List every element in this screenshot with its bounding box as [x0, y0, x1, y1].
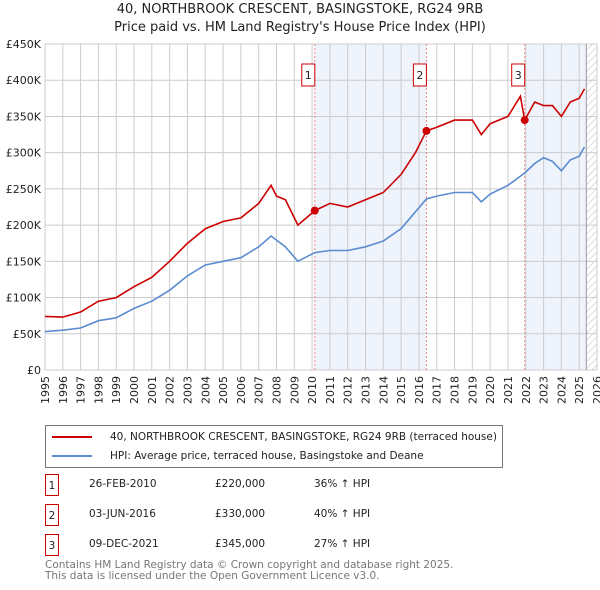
- sale-marker-box-2: [412, 63, 427, 87]
- footer-line-2: This data is licensed under the Open Gov…: [45, 570, 380, 582]
- x-tick-label: 2006: [235, 376, 248, 404]
- x-tick-label: 2025: [573, 376, 586, 404]
- property-price-line: [44, 88, 586, 318]
- x-tick-label: 2020: [484, 376, 497, 404]
- x-tick-label: 2018: [449, 376, 462, 404]
- sale-marker-label-2: 2: [416, 69, 423, 82]
- chart-subtitle: Price paid vs. HM Land Registry's House …: [114, 20, 486, 35]
- x-tick-label: 1996: [57, 376, 70, 404]
- x-tick-label: 2016: [413, 376, 426, 404]
- ownership-shade-2: [524, 44, 587, 370]
- hpi-line: [44, 146, 586, 333]
- x-tick-label: 2010: [306, 376, 319, 404]
- x-tick-label: 2001: [146, 376, 159, 404]
- sale-hpi-diff: 36% ↑ HPI: [314, 478, 371, 490]
- sale-point-3: [520, 116, 529, 125]
- y-tick-label: £0: [27, 364, 41, 377]
- sale-number-box: 2: [45, 504, 59, 526]
- x-tick-label: 2005: [217, 376, 230, 404]
- x-tick-label: 2002: [164, 376, 177, 404]
- x-tick-label: 1995: [39, 376, 52, 404]
- x-tick-label: 2014: [377, 376, 390, 404]
- ownership-shade-1: [314, 44, 427, 370]
- sale-marker-box-1: [301, 63, 316, 87]
- x-tick-label: 1997: [75, 376, 88, 404]
- sale-price: £220,000: [215, 478, 266, 490]
- y-tick-label: £250K: [6, 183, 42, 196]
- y-tick-label: £450K: [6, 38, 42, 51]
- sale-number-box: 3: [45, 534, 59, 556]
- x-tick-label: 2003: [181, 376, 194, 404]
- sale-point-2: [422, 126, 431, 135]
- sale-price: £345,000: [215, 538, 266, 550]
- future-hatch: [586, 44, 597, 370]
- sale-date: 26-FEB-2010: [89, 478, 157, 490]
- x-tick-label: 2026: [591, 376, 600, 404]
- x-tick-label: 2024: [555, 376, 568, 404]
- x-tick-label: 2008: [270, 376, 283, 404]
- x-tick-label: 2012: [342, 376, 355, 404]
- x-tick-label: 2007: [253, 376, 266, 404]
- x-tick-label: 2019: [466, 376, 479, 404]
- x-tick-label: 2004: [199, 376, 212, 404]
- plot-area: 1995 1996 1997 1998 1999 2000 2001 2002 2003 2004…: [6, 38, 600, 404]
- sale-date: 03-JUN-2016: [89, 508, 156, 520]
- footer-line-1: Contains HM Land Registry data © Crown c…: [45, 559, 454, 571]
- sale-hpi-diff: 27% ↑ HPI: [314, 538, 371, 550]
- legend-label-hpi: HPI: Average price, terraced house, Basi…: [110, 450, 424, 462]
- y-tick-label: £150K: [6, 255, 42, 268]
- legend-swatch-hpi: [52, 455, 92, 457]
- x-tick-label: 2011: [324, 376, 337, 404]
- sale-price: £330,000: [215, 508, 266, 520]
- sale-marker-label-3: 3: [515, 69, 522, 82]
- x-tick-label: 2022: [520, 376, 533, 404]
- sale-hpi-diff: 40% ↑ HPI: [314, 508, 371, 520]
- y-tick-label: £400K: [6, 74, 42, 87]
- y-tick-label: £350K: [6, 110, 42, 123]
- sale-marker-label-1: 1: [305, 69, 312, 82]
- legend-label-property: 40, NORTHBROOK CRESCENT, BASINGSTOKE, RG…: [110, 431, 497, 443]
- y-tick-label: £100K: [6, 292, 42, 305]
- sale-number-box: 1: [45, 474, 59, 496]
- x-tick-label: 1999: [110, 376, 123, 404]
- y-tick-label: £300K: [6, 147, 42, 160]
- x-tick-label: 2013: [360, 376, 373, 404]
- y-tick-label: £50K: [13, 328, 42, 341]
- x-tick-label: 2015: [395, 376, 408, 404]
- x-tick-label: 2021: [502, 376, 515, 404]
- sale-date: 09-DEC-2021: [89, 538, 159, 550]
- chart-title: 40, NORTHBROOK CRESCENT, BASINGSTOKE, RG…: [116, 2, 484, 17]
- x-tick-label: 1998: [92, 376, 105, 404]
- legend-swatch-property: [52, 436, 92, 438]
- x-tick-label: 2023: [538, 376, 551, 404]
- sale-marker-box-3: [511, 63, 526, 87]
- legend: 40, NORTHBROOK CRESCENT, BASINGSTOKE, RG…: [45, 425, 503, 468]
- x-tick-label: 2000: [128, 376, 141, 404]
- x-tick-label: 2017: [431, 376, 444, 404]
- footer: Contains HM Land Registry data © Crown c…: [45, 560, 453, 582]
- y-tick-label: £200K: [6, 219, 42, 232]
- sale-point-1: [310, 206, 319, 215]
- x-tick-label: 2009: [288, 376, 301, 404]
